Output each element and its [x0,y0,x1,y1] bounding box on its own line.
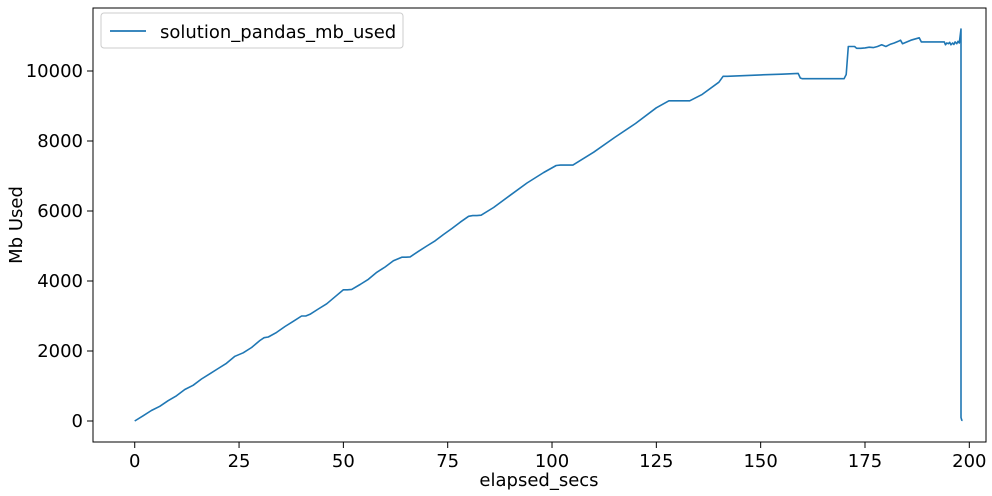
y-tick-label: 8000 [37,131,83,152]
x-tick-label: 100 [535,451,569,472]
x-tick-label: 175 [848,451,882,472]
x-tick-label: 0 [129,451,140,472]
plot-frame [92,7,987,443]
plot-area [92,7,987,443]
x-tick-label: 50 [332,451,355,472]
series-line-0 [134,28,963,422]
y-tick-label: 4000 [37,271,83,292]
y-tick-label: 2000 [37,341,83,362]
legend-box [100,12,404,49]
legend: solution_pandas_mb_used [100,12,404,49]
x-tick-label: 25 [228,451,251,472]
x-tick-label: 200 [952,451,986,472]
y-tick-label: 6000 [37,201,83,222]
y-tick-label: 0 [72,411,83,432]
y-tick-label: 10000 [26,61,83,82]
x-axis-label: elapsed_secs [479,470,598,491]
axis-ticks: 0 25 50 75 100 125 150 175 200020004000600080001… [26,61,987,472]
y-axis-label: Mb Used [6,186,27,264]
x-tick-label: 125 [639,451,673,472]
legend-entry-label: solution_pandas_mb_used [160,22,396,43]
x-tick-label: 150 [743,451,777,472]
x-tick-label: 75 [436,451,459,472]
